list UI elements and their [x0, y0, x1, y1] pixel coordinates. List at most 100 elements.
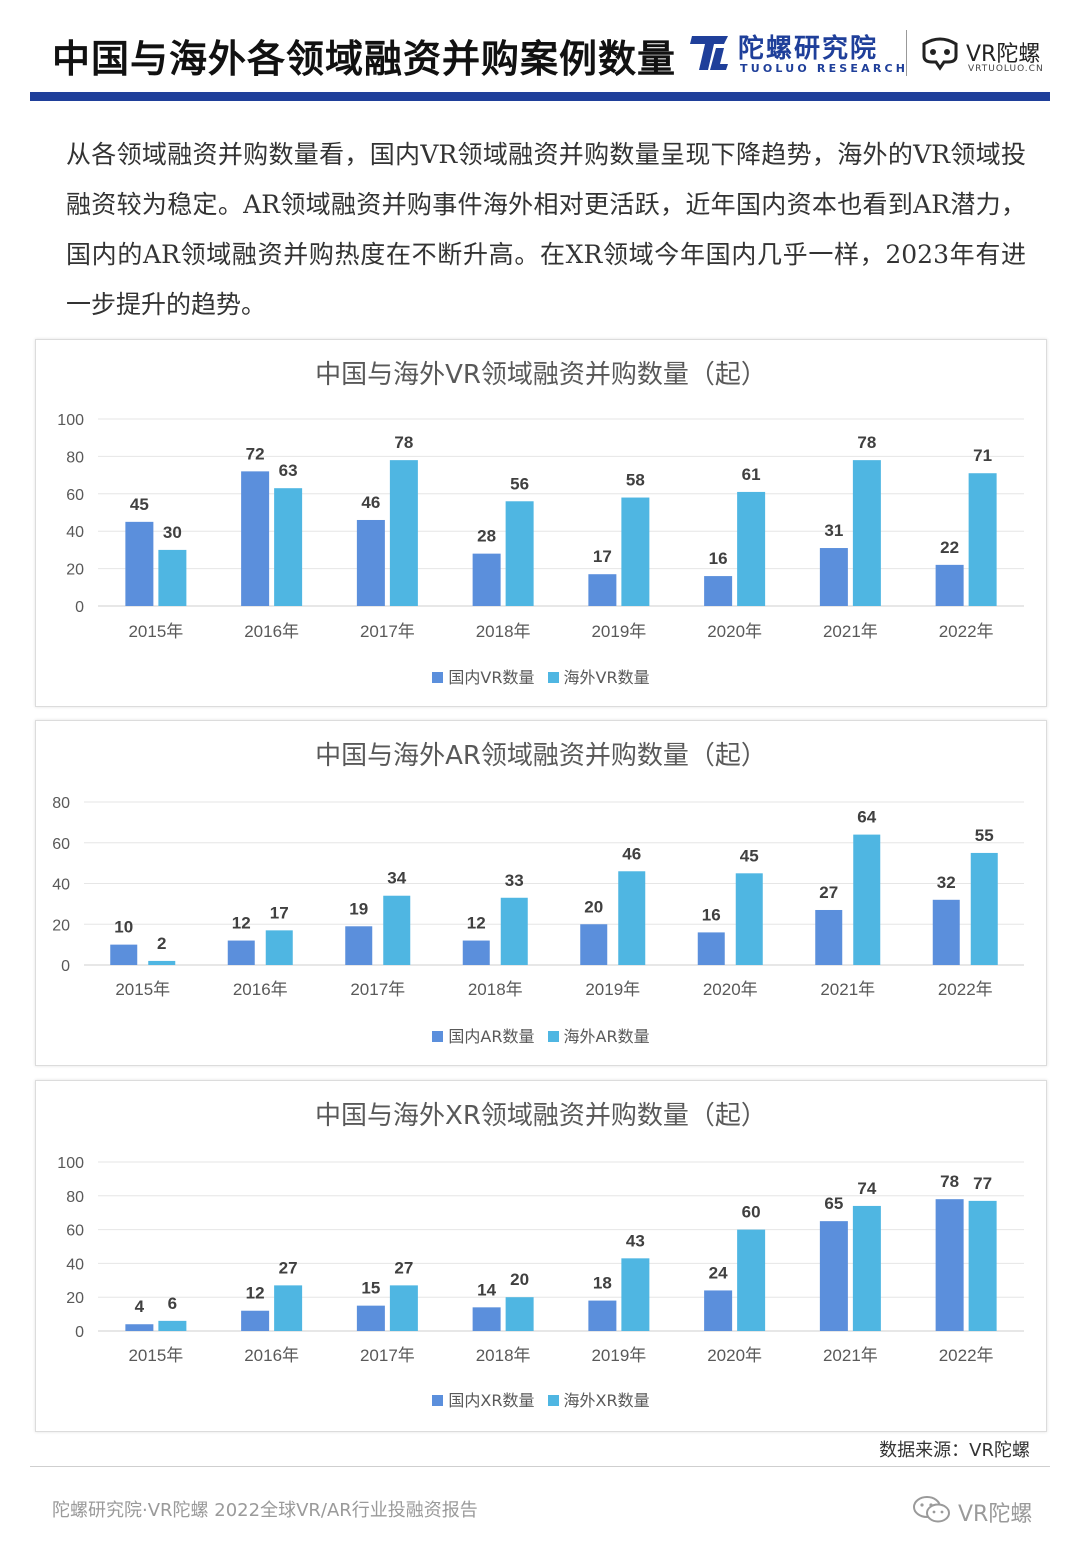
x-tick-label: 2021年 — [823, 1346, 878, 1365]
ar-chart: 0 20 40 60 80 2015年 10 2 2016年 12 17 2017年 19 34 2018年… — [35, 720, 1047, 1066]
data-label: 4 — [135, 1297, 145, 1316]
data-label: 12 — [232, 914, 251, 933]
x-tick-label: 2018年 — [476, 622, 531, 641]
legend-item-overseas: 海外XR数量 — [547, 1387, 650, 1411]
data-label: 27 — [279, 1258, 298, 1277]
data-label: 34 — [387, 869, 406, 888]
y-tick-label: 40 — [66, 1256, 84, 1273]
data-label: 55 — [975, 826, 994, 845]
bar-domestic — [462, 940, 490, 965]
bar-domestic — [935, 564, 964, 606]
data-label: 31 — [824, 521, 843, 540]
x-tick-label: 2015年 — [128, 1346, 183, 1365]
wechat-icon — [913, 1496, 950, 1523]
footer-text: 陀螺研究院·VR陀螺 2022全球VR/AR行业投融资报告 — [52, 1500, 478, 1521]
bar-domestic — [588, 574, 617, 606]
y-tick-label: 20 — [52, 917, 70, 934]
chart-legend: 国内AR数量 海外AR数量 — [36, 1023, 1046, 1047]
data-label: 15 — [361, 1279, 380, 1298]
x-tick-label: 2020年 — [703, 980, 758, 999]
bar-overseas — [389, 1285, 418, 1331]
legend-label: 国内XR数量 — [448, 1391, 535, 1410]
bar-overseas — [735, 873, 763, 965]
y-tick-label: 40 — [66, 524, 84, 541]
data-label: 16 — [702, 905, 721, 924]
bar-domestic — [704, 576, 733, 606]
data-label: 56 — [510, 474, 529, 493]
x-tick-label: 2019年 — [591, 1346, 646, 1365]
data-label: 61 — [742, 465, 761, 484]
legend-swatch — [547, 1031, 559, 1042]
x-tick-label: 2018年 — [476, 1346, 531, 1365]
chart-legend: 国内XR数量 海外XR数量 — [36, 1387, 1046, 1411]
y-tick-label: 60 — [66, 1223, 84, 1240]
data-label: 28 — [477, 527, 496, 546]
bar-domestic — [241, 471, 270, 606]
x-tick-label: 2021年 — [820, 980, 875, 999]
x-tick-label: 2022年 — [939, 1346, 994, 1365]
data-label: 2 — [157, 934, 166, 953]
vr-brand-name: VR陀螺 — [966, 42, 1041, 67]
bar-overseas — [852, 460, 881, 606]
intro-paragraph: 从各领域融资并购数量看，国内VR领域融资并购数量呈现下降趋势，海外的VR领域投融… — [66, 140, 1026, 319]
chart-title: 中国与海外XR领域融资并购数量（起） — [315, 1101, 767, 1131]
bar-domestic — [227, 940, 255, 965]
data-label: 19 — [349, 899, 368, 918]
x-tick-label: 2016年 — [244, 1346, 299, 1365]
data-label: 60 — [742, 1203, 761, 1222]
x-tick-label: 2016年 — [233, 980, 288, 999]
bar-domestic — [580, 924, 608, 965]
data-label: 20 — [584, 897, 603, 916]
data-label: 16 — [709, 549, 728, 568]
brand-english: TUOLUO RESEARCH — [740, 62, 909, 75]
data-label: 22 — [940, 538, 959, 557]
page-title: 中国与海外各领域融资并购案例数量 — [52, 37, 677, 81]
data-label: 12 — [246, 1284, 265, 1303]
legend-label: 海外VR数量 — [563, 668, 650, 687]
y-tick-label: 0 — [75, 599, 84, 616]
y-tick-label: 20 — [66, 1290, 84, 1307]
wechat-account-name: VR陀螺 — [958, 1502, 1033, 1527]
bar-domestic — [472, 1307, 501, 1331]
data-label: 46 — [361, 493, 380, 512]
bar-overseas — [158, 1320, 187, 1331]
data-label: 14 — [477, 1280, 496, 1299]
data-label: 24 — [709, 1263, 728, 1282]
bar-domestic — [110, 944, 138, 965]
bar-domestic — [819, 1221, 848, 1331]
brand-divider — [906, 30, 907, 76]
data-label: 64 — [857, 808, 876, 827]
data-label: 58 — [626, 471, 645, 490]
legend-swatch — [547, 672, 559, 683]
data-label: 32 — [937, 873, 956, 892]
legend-swatch — [432, 1395, 444, 1406]
y-tick-label: 100 — [57, 412, 84, 429]
legend-label: 国内AR数量 — [448, 1027, 535, 1046]
data-label: 6 — [168, 1294, 177, 1313]
chart-title: 中国与海外AR领域融资并购数量（起） — [315, 741, 767, 771]
bar-domestic — [932, 899, 960, 965]
vr-chart-plot: 0 20 40 60 80 100 2015年 45 30 2016年 72 63 2017年 46 78 2… — [57, 412, 1024, 641]
bar-overseas — [274, 488, 303, 606]
data-label: 65 — [824, 1194, 843, 1213]
data-label: 78 — [940, 1172, 959, 1191]
legend-item-domestic: 国内AR数量 — [432, 1023, 534, 1047]
data-label: 78 — [857, 433, 876, 452]
data-label: 63 — [279, 461, 298, 480]
chart-title: 中国与海外VR领域融资并购数量（起） — [315, 360, 767, 390]
bar-domestic — [815, 909, 843, 965]
data-label: 45 — [130, 495, 149, 514]
x-tick-label: 2020年 — [707, 1346, 762, 1365]
bar-overseas — [621, 497, 650, 606]
legend-item-overseas: 海外VR数量 — [547, 664, 650, 688]
data-source: 数据来源：VR陀螺 — [879, 1440, 1030, 1461]
data-label: 27 — [819, 883, 838, 902]
bar-overseas — [505, 501, 534, 606]
tuoluo-logo-icon — [690, 36, 728, 70]
y-tick-label: 60 — [52, 836, 70, 853]
y-tick-label: 0 — [61, 958, 70, 975]
legend-swatch — [432, 1031, 444, 1042]
bar-overseas — [737, 1229, 766, 1331]
xr-chart: 0 20 40 60 80 100 2015年 4 6 2016年 12 27 2017年 15 27 201… — [35, 1080, 1047, 1432]
x-tick-label: 2022年 — [939, 622, 994, 641]
